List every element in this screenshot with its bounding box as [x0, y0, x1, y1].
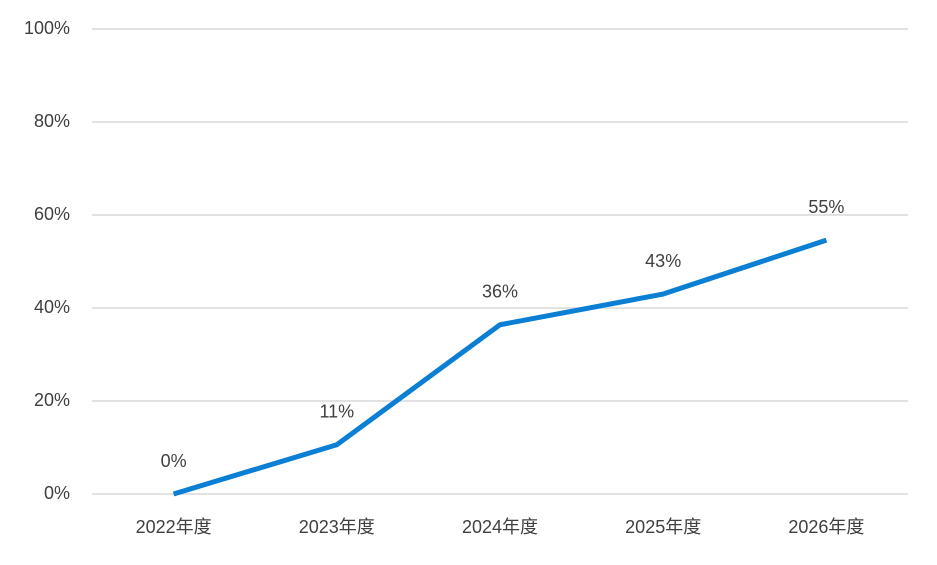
y-tick-label: 100%: [24, 18, 70, 38]
data-line: [172, 237, 828, 497]
x-tick-label: 2025年度: [625, 517, 701, 537]
y-tick-label: 80%: [34, 111, 70, 131]
data-label: 55%: [808, 197, 844, 217]
data-label: 0%: [161, 451, 187, 471]
y-tick-label: 40%: [34, 297, 70, 317]
x-tick-label: 2026年度: [788, 517, 864, 537]
data-label: 36%: [482, 281, 518, 301]
x-tick-label: 2024年度: [462, 517, 538, 537]
x-tick-label: 2022年度: [136, 517, 212, 537]
y-tick-label: 20%: [34, 390, 70, 410]
data-label: 43%: [645, 251, 681, 271]
data-label: 11%: [319, 401, 354, 421]
x-tick-label: 2023年度: [299, 517, 375, 537]
y-tick-label: 60%: [34, 204, 70, 224]
y-tick-label: 0%: [44, 483, 70, 503]
